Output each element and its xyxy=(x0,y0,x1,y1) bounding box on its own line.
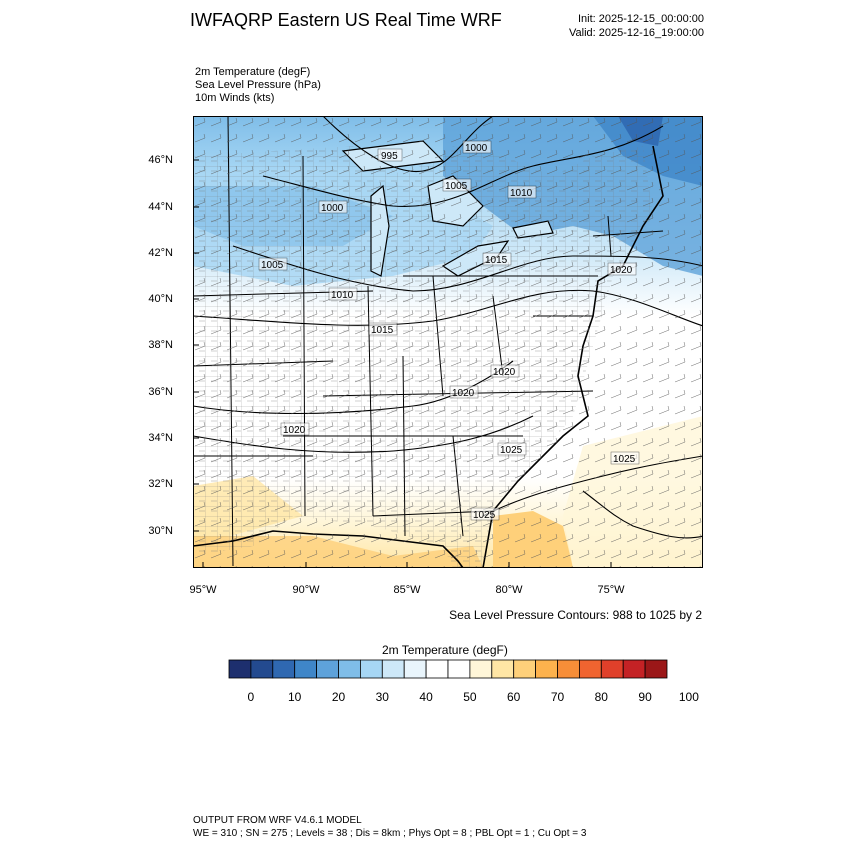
colorbar-swatch xyxy=(403,659,427,679)
lat-label: 44°N xyxy=(148,201,173,213)
colorbar-tick-label: 70 xyxy=(550,690,565,704)
lon-label: 95°W xyxy=(189,584,217,596)
colorbar-swatch xyxy=(294,659,317,679)
lat-label: 46°N xyxy=(148,154,173,166)
isobar-label-group: 995 1000 1005 1000 1010 1005 1010 1015 1… xyxy=(258,140,640,521)
slp-contour-note: Sea Level Pressure Contours: 988 to 1025… xyxy=(449,608,702,622)
lat-label: 34°N xyxy=(148,432,173,444)
lon-label: 85°W xyxy=(393,584,421,596)
isobar-label: 1015 xyxy=(371,325,394,336)
colorbar-tick-label: 60 xyxy=(507,690,521,704)
colorbar-tick-label: 90 xyxy=(638,690,652,704)
colorbar-tick-label: 100 xyxy=(678,690,699,704)
isobar-label: 1025 xyxy=(500,445,523,456)
lon-label: 80°W xyxy=(495,584,523,596)
colorbar-swatch xyxy=(491,659,515,679)
lat-label: 40°N xyxy=(148,293,173,305)
colorbar-swatch xyxy=(447,659,471,679)
colorbar-swatch xyxy=(557,659,580,679)
isobar-label: 1025 xyxy=(473,510,496,521)
axis-ticks xyxy=(193,159,612,568)
colorbar-tick-label: 20 xyxy=(331,690,346,704)
colorbar-swatch xyxy=(600,659,624,679)
page-title: IWFAQRP Eastern US Real Time WRF xyxy=(190,10,502,30)
isobar-label: 1025 xyxy=(613,454,636,465)
model-config: WE = 310 ; SN = 275 ; Levels = 38 ; Dis … xyxy=(193,828,587,839)
isobar-label: 1020 xyxy=(493,367,516,378)
weather-map: 995 1000 1005 1000 1010 1005 1010 1015 1… xyxy=(193,116,703,568)
colorbar-swatch xyxy=(578,659,602,679)
lat-label: 38°N xyxy=(148,339,173,351)
map-border xyxy=(193,116,703,568)
colorbar-tick-label: 30 xyxy=(375,690,389,704)
init-time: Init: 2025-12-15_00:00:00 xyxy=(578,13,704,25)
field-winds: 10m Winds (kts) xyxy=(195,92,275,104)
colorbar-swatch xyxy=(338,659,361,679)
colorbar-swatch xyxy=(359,659,383,679)
colorbar-swatch xyxy=(272,659,296,679)
isobar-label: 1010 xyxy=(331,290,354,301)
colorbar-swatch xyxy=(469,659,493,679)
colorbar-swatch xyxy=(425,659,449,679)
colorbar-swatch xyxy=(316,659,339,679)
isobar-label: 1005 xyxy=(445,181,468,192)
colorbar xyxy=(228,659,668,679)
colorbar-swatch xyxy=(381,659,405,679)
colorbar-tick-label: 50 xyxy=(463,690,477,704)
colorbar-swatch xyxy=(535,659,558,679)
field-pressure: Sea Level Pressure (hPa) xyxy=(195,79,321,91)
colorbar-swatch xyxy=(228,659,252,679)
isobar-label: 1005 xyxy=(261,260,284,271)
isobar-label: 995 xyxy=(381,151,398,162)
isobar-label: 1020 xyxy=(610,265,633,276)
colorbar-title: 2m Temperature (degF) xyxy=(382,643,508,657)
lat-label: 36°N xyxy=(148,386,173,398)
colorbar-swatch xyxy=(250,659,274,679)
isobar-label: 1020 xyxy=(452,388,475,399)
lat-label: 42°N xyxy=(148,247,173,259)
colorbar-tick-label: 0 xyxy=(247,690,255,704)
lon-label: 90°W xyxy=(292,584,320,596)
valid-time: Valid: 2025-12-16_19:00:00 xyxy=(569,27,704,39)
colorbar-tick-label: 80 xyxy=(594,690,608,704)
isobar-label: 1000 xyxy=(321,203,344,214)
colorbar-swatch xyxy=(644,659,668,679)
isobar-label: 1010 xyxy=(510,188,533,199)
colorbar-swatch xyxy=(513,659,537,679)
isobar-label: 1020 xyxy=(283,425,306,436)
lat-label: 30°N xyxy=(148,525,173,537)
colorbar-tick-label: 10 xyxy=(288,690,302,704)
isobar-label: 1000 xyxy=(465,143,488,154)
lon-label: 75°W xyxy=(597,584,625,596)
wind-barbs xyxy=(193,116,703,568)
field-temperature: 2m Temperature (degF) xyxy=(195,66,311,78)
colorbar-swatch xyxy=(622,659,646,679)
colorbar-tick-label: 40 xyxy=(419,690,433,704)
lat-label: 32°N xyxy=(148,478,173,490)
isobar-label: 1015 xyxy=(485,255,508,266)
model-info: OUTPUT FROM WRF V4.6.1 MODEL xyxy=(193,815,362,826)
